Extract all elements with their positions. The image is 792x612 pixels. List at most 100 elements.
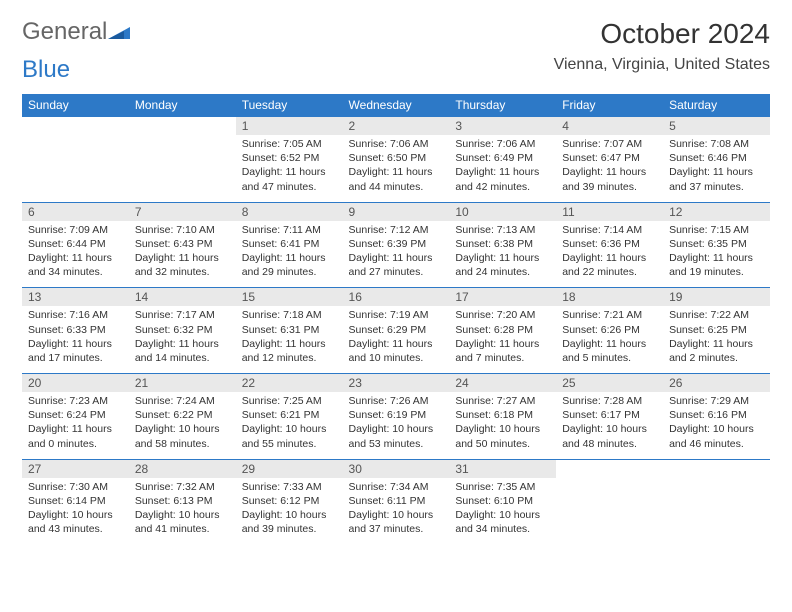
sunrise-text: Sunrise: 7:06 AM [455, 137, 550, 151]
day-number-cell: 29 [236, 459, 343, 478]
daylight-text: Daylight: 10 hours and 58 minutes. [135, 422, 230, 450]
sunrise-text: Sunrise: 7:13 AM [455, 223, 550, 237]
day-number-cell: 31 [449, 459, 556, 478]
sunset-text: Sunset: 6:18 PM [455, 408, 550, 422]
sunrise-text: Sunrise: 7:26 AM [349, 394, 444, 408]
sunrise-text: Sunrise: 7:19 AM [349, 308, 444, 322]
daylight-text: Daylight: 10 hours and 37 minutes. [349, 508, 444, 536]
day-number-cell: 20 [22, 374, 129, 393]
day-detail-cell: Sunrise: 7:10 AMSunset: 6:43 PMDaylight:… [129, 221, 236, 288]
sunset-text: Sunset: 6:44 PM [28, 237, 123, 251]
day-detail-cell: Sunrise: 7:34 AMSunset: 6:11 PMDaylight:… [343, 478, 450, 545]
sunrise-text: Sunrise: 7:35 AM [455, 480, 550, 494]
daylight-text: Daylight: 11 hours and 24 minutes. [455, 251, 550, 279]
day-number-cell: 28 [129, 459, 236, 478]
sunset-text: Sunset: 6:25 PM [669, 323, 764, 337]
day-number-cell: 19 [663, 288, 770, 307]
sunrise-text: Sunrise: 7:20 AM [455, 308, 550, 322]
day-number-cell: 10 [449, 202, 556, 221]
sunset-text: Sunset: 6:10 PM [455, 494, 550, 508]
sunset-text: Sunset: 6:16 PM [669, 408, 764, 422]
daylight-text: Daylight: 11 hours and 17 minutes. [28, 337, 123, 365]
daylight-text: Daylight: 11 hours and 14 minutes. [135, 337, 230, 365]
sunset-text: Sunset: 6:22 PM [135, 408, 230, 422]
sunset-text: Sunset: 6:31 PM [242, 323, 337, 337]
sunrise-text: Sunrise: 7:05 AM [242, 137, 337, 151]
daylight-text: Daylight: 11 hours and 37 minutes. [669, 165, 764, 193]
sunrise-text: Sunrise: 7:09 AM [28, 223, 123, 237]
daylight-text: Daylight: 10 hours and 43 minutes. [28, 508, 123, 536]
daylight-text: Daylight: 10 hours and 34 minutes. [455, 508, 550, 536]
sunset-text: Sunset: 6:29 PM [349, 323, 444, 337]
sunrise-text: Sunrise: 7:29 AM [669, 394, 764, 408]
daylight-text: Daylight: 11 hours and 12 minutes. [242, 337, 337, 365]
title-block: October 2024 Vienna, Virginia, United St… [554, 18, 770, 74]
day-header-row: Sunday Monday Tuesday Wednesday Thursday… [22, 94, 770, 117]
day-detail-cell: Sunrise: 7:13 AMSunset: 6:38 PMDaylight:… [449, 221, 556, 288]
day-detail-row: Sunrise: 7:30 AMSunset: 6:14 PMDaylight:… [22, 478, 770, 545]
day-detail-cell: Sunrise: 7:19 AMSunset: 6:29 PMDaylight:… [343, 306, 450, 373]
day-detail-row: Sunrise: 7:23 AMSunset: 6:24 PMDaylight:… [22, 392, 770, 459]
sunset-text: Sunset: 6:13 PM [135, 494, 230, 508]
day-number-cell: 4 [556, 117, 663, 136]
dayhead-thu: Thursday [449, 94, 556, 117]
day-detail-cell: Sunrise: 7:20 AMSunset: 6:28 PMDaylight:… [449, 306, 556, 373]
day-number-cell: 7 [129, 202, 236, 221]
day-number-cell: 27 [22, 459, 129, 478]
daylight-text: Daylight: 10 hours and 39 minutes. [242, 508, 337, 536]
sunrise-text: Sunrise: 7:07 AM [562, 137, 657, 151]
day-number-cell [129, 117, 236, 136]
dayhead-wed: Wednesday [343, 94, 450, 117]
daylight-text: Daylight: 10 hours and 55 minutes. [242, 422, 337, 450]
day-detail-cell: Sunrise: 7:32 AMSunset: 6:13 PMDaylight:… [129, 478, 236, 545]
sunrise-text: Sunrise: 7:33 AM [242, 480, 337, 494]
day-number-cell: 5 [663, 117, 770, 136]
day-detail-cell: Sunrise: 7:05 AMSunset: 6:52 PMDaylight:… [236, 135, 343, 202]
daylight-text: Daylight: 10 hours and 53 minutes. [349, 422, 444, 450]
sunrise-text: Sunrise: 7:17 AM [135, 308, 230, 322]
daylight-text: Daylight: 11 hours and 0 minutes. [28, 422, 123, 450]
day-detail-cell [22, 135, 129, 202]
day-detail-cell: Sunrise: 7:17 AMSunset: 6:32 PMDaylight:… [129, 306, 236, 373]
daylight-text: Daylight: 11 hours and 29 minutes. [242, 251, 337, 279]
logo-text-general: General [22, 18, 107, 46]
day-detail-cell: Sunrise: 7:21 AMSunset: 6:26 PMDaylight:… [556, 306, 663, 373]
day-detail-cell: Sunrise: 7:30 AMSunset: 6:14 PMDaylight:… [22, 478, 129, 545]
day-number-row: 12345 [22, 117, 770, 136]
daylight-text: Daylight: 11 hours and 32 minutes. [135, 251, 230, 279]
daylight-text: Daylight: 11 hours and 7 minutes. [455, 337, 550, 365]
sunset-text: Sunset: 6:43 PM [135, 237, 230, 251]
day-number-cell: 30 [343, 459, 450, 478]
day-detail-cell: Sunrise: 7:26 AMSunset: 6:19 PMDaylight:… [343, 392, 450, 459]
day-number-row: 6789101112 [22, 202, 770, 221]
sunset-text: Sunset: 6:28 PM [455, 323, 550, 337]
dayhead-sun: Sunday [22, 94, 129, 117]
daylight-text: Daylight: 10 hours and 41 minutes. [135, 508, 230, 536]
day-number-cell: 3 [449, 117, 556, 136]
day-detail-cell: Sunrise: 7:15 AMSunset: 6:35 PMDaylight:… [663, 221, 770, 288]
day-number-row: 13141516171819 [22, 288, 770, 307]
day-detail-cell: Sunrise: 7:35 AMSunset: 6:10 PMDaylight:… [449, 478, 556, 545]
sunset-text: Sunset: 6:14 PM [28, 494, 123, 508]
day-detail-cell: Sunrise: 7:14 AMSunset: 6:36 PMDaylight:… [556, 221, 663, 288]
day-number-cell: 14 [129, 288, 236, 307]
day-detail-cell: Sunrise: 7:27 AMSunset: 6:18 PMDaylight:… [449, 392, 556, 459]
daylight-text: Daylight: 11 hours and 19 minutes. [669, 251, 764, 279]
day-detail-cell [556, 478, 663, 545]
day-detail-cell: Sunrise: 7:06 AMSunset: 6:50 PMDaylight:… [343, 135, 450, 202]
sunset-text: Sunset: 6:11 PM [349, 494, 444, 508]
day-number-cell: 8 [236, 202, 343, 221]
day-detail-row: Sunrise: 7:16 AMSunset: 6:33 PMDaylight:… [22, 306, 770, 373]
day-number-cell: 15 [236, 288, 343, 307]
sunrise-text: Sunrise: 7:34 AM [349, 480, 444, 494]
sunrise-text: Sunrise: 7:08 AM [669, 137, 764, 151]
sunrise-text: Sunrise: 7:16 AM [28, 308, 123, 322]
daylight-text: Daylight: 11 hours and 27 minutes. [349, 251, 444, 279]
sunset-text: Sunset: 6:46 PM [669, 151, 764, 165]
daylight-text: Daylight: 11 hours and 5 minutes. [562, 337, 657, 365]
day-detail-cell: Sunrise: 7:33 AMSunset: 6:12 PMDaylight:… [236, 478, 343, 545]
day-detail-cell: Sunrise: 7:24 AMSunset: 6:22 PMDaylight:… [129, 392, 236, 459]
sunset-text: Sunset: 6:52 PM [242, 151, 337, 165]
calendar-table: Sunday Monday Tuesday Wednesday Thursday… [22, 94, 770, 544]
day-number-cell: 18 [556, 288, 663, 307]
